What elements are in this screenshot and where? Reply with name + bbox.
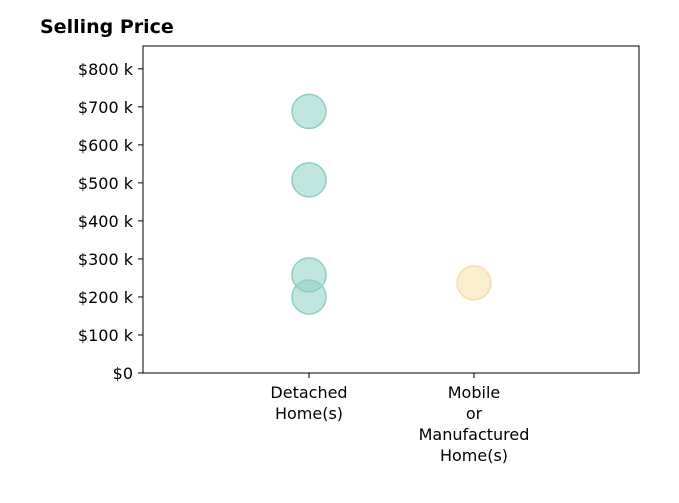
x-tick-label: or	[466, 404, 483, 423]
chart-title: Selling Price	[40, 16, 174, 38]
x-tick-label: Home(s)	[440, 446, 508, 465]
data-point	[291, 162, 327, 198]
data-point	[291, 93, 327, 130]
plot-area-frame	[142, 45, 640, 374]
y-tick-label: $600 k	[78, 136, 134, 155]
y-axis: $0 $100 k $200 k $300 k $400 k $500 k $600 k $7…	[78, 60, 143, 383]
y-tick-label: $200 k	[78, 288, 134, 307]
y-tick-label: $500 k	[78, 174, 134, 193]
x-tick-label: Mobile	[448, 383, 500, 402]
y-tick-label: $0	[113, 364, 133, 383]
y-tick-label: $300 k	[78, 250, 134, 269]
data-point	[291, 279, 327, 315]
y-tick-label: $700 k	[78, 98, 134, 117]
y-tick-label: $100 k	[78, 326, 134, 345]
y-tick-label: $800 k	[78, 60, 134, 79]
data-point	[456, 265, 492, 301]
x-axis: Detached Home(s) Mobile or Manufactured Home(…	[270, 373, 529, 465]
x-tick-label: Detached	[270, 383, 347, 402]
y-tick-label: $400 k	[78, 212, 134, 231]
data-points	[291, 93, 492, 315]
x-tick-label: Manufactured	[419, 425, 530, 444]
x-tick-label: Home(s)	[275, 404, 343, 423]
